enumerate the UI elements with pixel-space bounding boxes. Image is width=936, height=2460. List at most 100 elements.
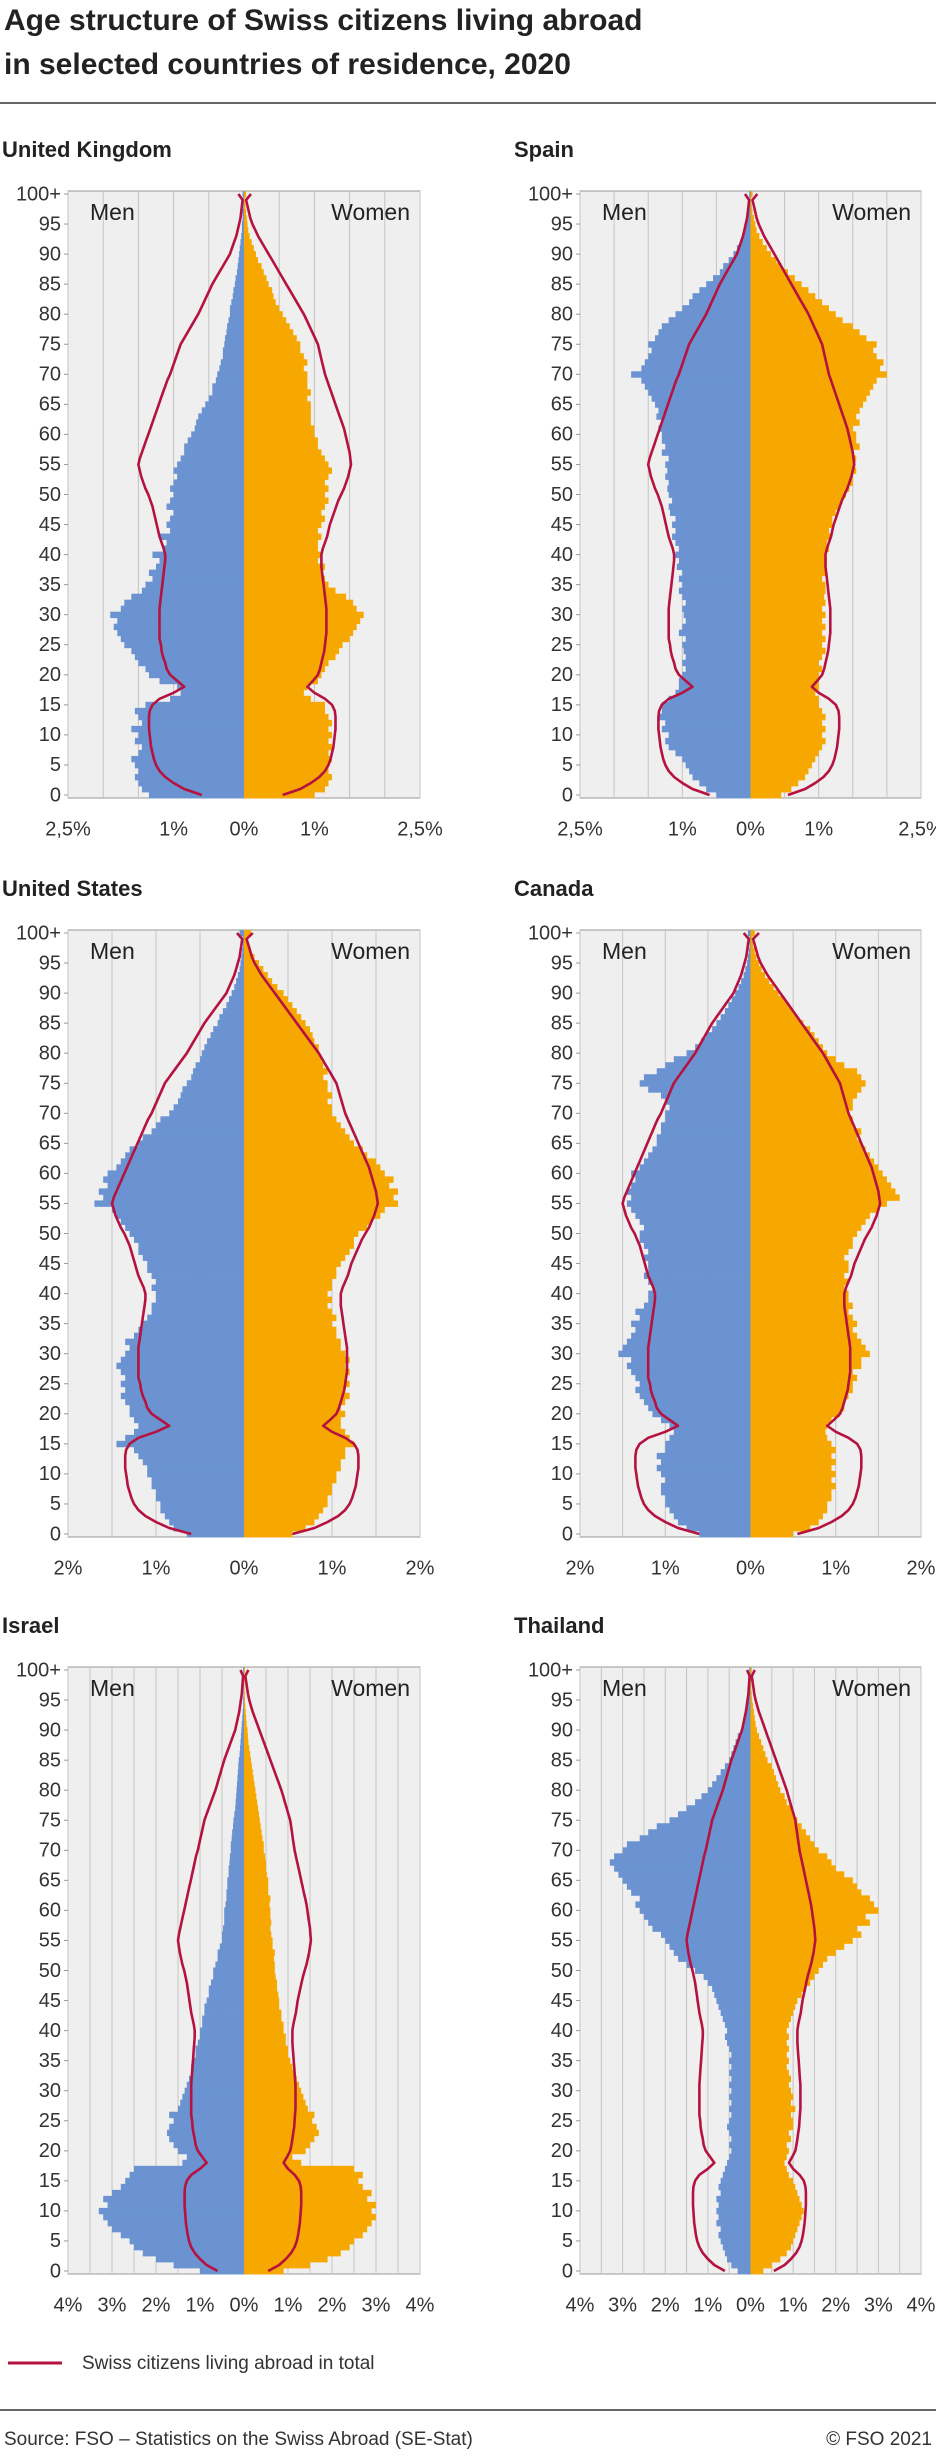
women-bar <box>244 1032 313 1039</box>
men-bar <box>116 1440 244 1448</box>
y-tick-label: 20 <box>551 664 573 686</box>
women-bar <box>750 1152 870 1159</box>
women-bar <box>750 2117 794 2125</box>
x-tick-label: 2,5% <box>397 818 443 840</box>
men-bar <box>733 251 751 258</box>
women-bar <box>750 785 792 793</box>
men-bar <box>722 2243 751 2251</box>
men-bar <box>665 1110 751 1117</box>
women-bar <box>750 2039 787 2047</box>
women-bar <box>750 539 827 546</box>
women-bar <box>244 2225 368 2233</box>
women-bar <box>750 1206 879 1213</box>
women-bar <box>750 263 782 270</box>
men-bar <box>237 1769 244 1776</box>
men-bar <box>237 263 244 270</box>
reference-line <box>646 193 751 797</box>
men-bar <box>749 942 751 949</box>
men-bar <box>169 1518 244 1526</box>
women-bar <box>750 1470 836 1478</box>
men-bar <box>658 713 751 721</box>
men-bar <box>626 1841 751 1848</box>
men-bar <box>731 2075 751 2083</box>
women-bar <box>244 1440 354 1448</box>
women-bar <box>244 1925 271 1932</box>
y-tick-label: 45 <box>551 514 573 536</box>
men-bar <box>229 305 244 312</box>
men-bar <box>120 2183 244 2191</box>
women-bar <box>750 665 823 673</box>
men-bar <box>748 1697 751 1704</box>
men-bar <box>124 641 244 649</box>
women-bar <box>750 972 765 979</box>
women-bar <box>750 2195 800 2203</box>
women-bar <box>244 1949 275 1956</box>
reference-line <box>751 932 882 1536</box>
men-bar <box>716 1997 751 2004</box>
men-bar <box>142 1254 244 1261</box>
men-bar <box>626 1200 751 1207</box>
women-bar <box>244 539 318 546</box>
men-bar <box>152 575 244 583</box>
men-bar <box>656 413 751 420</box>
y-tick-label: 50 <box>551 1960 573 1982</box>
women-bar <box>244 557 318 565</box>
men-bar <box>661 707 751 715</box>
women-bar <box>244 491 325 498</box>
men-bar <box>240 239 244 246</box>
men-bar <box>241 227 244 234</box>
men-bar <box>656 1823 751 1830</box>
men-bar <box>695 1799 751 1806</box>
men-bar <box>227 323 244 330</box>
men-bar <box>643 1158 751 1165</box>
women-bar <box>244 305 280 312</box>
women-bar <box>244 2105 308 2113</box>
women-bar <box>244 2207 372 2215</box>
women-bar <box>244 1446 346 1454</box>
men-bar <box>231 990 244 997</box>
women-bar <box>750 2237 794 2245</box>
women-bar <box>244 257 259 264</box>
women-bar <box>244 515 325 522</box>
men-bar <box>743 972 751 979</box>
x-tick-label: 4% <box>907 2294 936 2316</box>
women-bar <box>244 575 325 583</box>
y-tick-label: 10 <box>551 724 573 746</box>
men-bar <box>166 521 244 528</box>
men-bar <box>722 2171 751 2179</box>
men-bar <box>205 401 244 408</box>
men-bar <box>170 497 244 504</box>
men-bar <box>745 966 751 973</box>
men-bar <box>747 930 751 937</box>
men-bar <box>744 1721 751 1728</box>
women-bar <box>750 1943 845 1950</box>
women-bar <box>244 677 318 685</box>
men-bar <box>727 2123 751 2131</box>
men-bar <box>229 1859 244 1866</box>
men-bar <box>129 1404 244 1412</box>
men-bar <box>742 233 751 240</box>
men-bar <box>103 1176 244 1183</box>
women-bar <box>244 1733 248 1740</box>
women-bar <box>750 503 840 510</box>
women-bar <box>750 311 836 318</box>
men-bar <box>685 761 751 769</box>
women-bar <box>244 2267 284 2275</box>
women-bar <box>750 1254 845 1261</box>
men-bar <box>648 1266 751 1273</box>
women-bar <box>244 1224 368 1231</box>
men-bar <box>661 725 751 733</box>
y-tick-label: 65 <box>39 1870 61 1892</box>
men-bar <box>618 1871 751 1878</box>
men-bar <box>241 954 244 961</box>
women-bar <box>750 1775 777 1782</box>
women-bar <box>244 1362 346 1370</box>
x-tick-label: 1% <box>821 1557 850 1579</box>
men-bar <box>731 2099 751 2107</box>
women-bar <box>750 1296 849 1304</box>
women-bar <box>750 1104 853 1111</box>
women-bar <box>244 1182 390 1189</box>
x-tick-label: 1% <box>804 818 833 840</box>
women-bar <box>244 779 329 787</box>
men-bar <box>685 653 751 661</box>
